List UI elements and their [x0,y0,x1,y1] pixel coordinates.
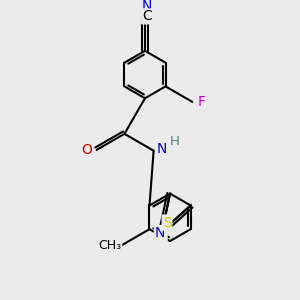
Text: N: N [156,227,167,241]
Text: N: N [155,226,165,240]
Text: O: O [81,143,92,157]
Text: N: N [142,0,152,14]
Text: F: F [197,95,205,109]
Text: CH₃: CH₃ [98,239,121,252]
Text: H: H [170,135,180,148]
Text: C: C [142,9,152,23]
Text: S: S [163,215,171,230]
Text: N: N [157,142,167,156]
